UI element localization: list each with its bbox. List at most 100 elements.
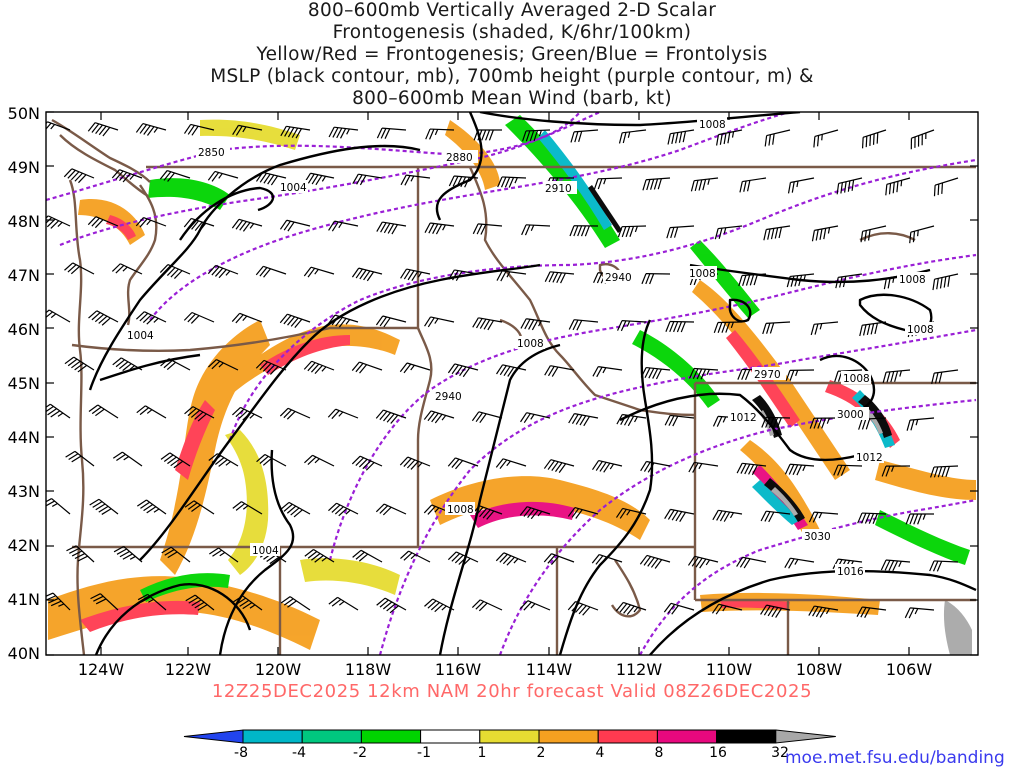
lat-label-41n: 41N bbox=[7, 590, 40, 609]
wind-barb bbox=[930, 465, 959, 478]
wind-barb bbox=[183, 311, 215, 324]
height-label-2910: 2910 bbox=[545, 183, 572, 195]
height-label-2850: 2850 bbox=[198, 147, 225, 159]
wind-barb bbox=[615, 601, 647, 615]
wind-barb bbox=[447, 457, 479, 470]
wind-barb bbox=[303, 360, 335, 375]
wind-barb bbox=[640, 460, 671, 473]
wind-barb bbox=[208, 453, 239, 467]
wind-barb bbox=[567, 506, 599, 519]
height-label-3000: 3000 bbox=[837, 409, 864, 421]
colorbar-swatch bbox=[538, 729, 599, 744]
mslp-contour-central bbox=[139, 263, 541, 561]
mslp-label-1004-west: 1004 bbox=[127, 330, 154, 342]
wind-barb bbox=[784, 557, 815, 569]
wind-barb bbox=[376, 221, 407, 235]
lat-label-48n: 48N bbox=[7, 212, 40, 231]
frontolysis-band-corner bbox=[943, 600, 972, 655]
wind-barb bbox=[714, 225, 743, 240]
wind-barb bbox=[328, 126, 359, 139]
wind-barb bbox=[207, 359, 239, 371]
wind-barb bbox=[472, 223, 503, 235]
wind-barb bbox=[280, 501, 311, 518]
wind-barb bbox=[351, 267, 383, 282]
wind-barb bbox=[617, 320, 647, 332]
wind-barb bbox=[328, 596, 359, 611]
puget-sound bbox=[126, 184, 158, 326]
wind-barb bbox=[328, 220, 359, 232]
wind-barb bbox=[160, 358, 191, 371]
colorbar-label-6: 4 bbox=[595, 745, 605, 761]
mslp-label-1008-south: 1008 bbox=[447, 504, 474, 516]
wind-barb bbox=[666, 225, 695, 239]
lat-label-43n: 43N bbox=[7, 482, 40, 501]
wind-barb bbox=[813, 129, 839, 148]
wind-barb bbox=[425, 128, 455, 140]
height-labels: 2850 2880 2910 2940 2940 2970 3000 3030 bbox=[196, 145, 869, 543]
wind-barb bbox=[304, 172, 335, 186]
contour-labels: 2850 2880 2910 2940 2940 2970 3000 3030 … bbox=[125, 117, 935, 578]
lon-label-120w: 120W bbox=[254, 660, 302, 679]
wind-barb bbox=[736, 462, 767, 476]
frontogenesis-band-colorado-core bbox=[720, 599, 790, 610]
wind-barb bbox=[400, 174, 431, 186]
wind-barb bbox=[135, 122, 167, 136]
wind-barb bbox=[521, 129, 551, 142]
wind-barb bbox=[859, 321, 887, 337]
lat-label-40n: 40N bbox=[7, 644, 40, 663]
wind-barb bbox=[46, 215, 71, 229]
frontolysis-band-northwest bbox=[148, 178, 230, 210]
wind-barb bbox=[880, 559, 911, 572]
frontogenesis-band-west-core bbox=[175, 400, 215, 480]
wind-barb bbox=[690, 177, 719, 192]
wind-barb bbox=[183, 217, 215, 233]
wind-barb bbox=[905, 513, 934, 525]
lat-label-44n: 44N bbox=[7, 428, 40, 447]
height-label-2970: 2970 bbox=[754, 369, 781, 381]
frontogenesis-band-south-washington bbox=[225, 430, 269, 575]
wind-barb bbox=[567, 601, 599, 616]
wind-barb bbox=[739, 177, 767, 193]
frontogenesis-northwest-core bbox=[106, 215, 136, 240]
wind-barb bbox=[472, 317, 503, 331]
wind-barb bbox=[932, 273, 959, 291]
wind-barb bbox=[931, 369, 959, 384]
wind-barb bbox=[568, 319, 599, 331]
mslp-label-1004-nw: 1004 bbox=[280, 182, 307, 194]
wind-barb bbox=[640, 366, 671, 380]
wind-barb bbox=[256, 453, 287, 467]
wind-barb bbox=[424, 598, 455, 613]
wind-barb bbox=[784, 463, 815, 476]
wind-barb bbox=[423, 410, 455, 424]
political-borders bbox=[51, 118, 976, 655]
frontogenesis-band-southwest bbox=[48, 576, 320, 650]
lon-label-112w: 112W bbox=[615, 660, 663, 679]
wind-barb bbox=[135, 217, 167, 228]
wind-barb bbox=[160, 452, 191, 469]
credit-link[interactable]: moe.met.fsu.edu/banding bbox=[785, 748, 1005, 768]
wind-barb bbox=[231, 312, 263, 324]
wind-barb bbox=[835, 273, 863, 289]
wind-barb bbox=[255, 359, 287, 375]
wind-barb bbox=[473, 129, 502, 141]
colorbar-swatch bbox=[656, 729, 718, 744]
height-contour-2940 bbox=[228, 158, 977, 441]
lon-label-114w: 114W bbox=[525, 660, 573, 679]
lon-label-118w: 118W bbox=[344, 660, 392, 679]
wind-barb bbox=[111, 263, 143, 275]
lon-label-106w: 106W bbox=[885, 660, 933, 679]
height-contour-2910 bbox=[149, 112, 791, 321]
wind-barb bbox=[786, 273, 815, 288]
colorbar-label-8: 16 bbox=[709, 745, 727, 761]
wind-barb bbox=[327, 314, 359, 328]
lat-label-45n: 45N bbox=[7, 374, 40, 393]
colorbar-swatch bbox=[301, 729, 362, 744]
mslp-contours bbox=[88, 112, 977, 655]
colorbar-label-7: 8 bbox=[654, 745, 664, 761]
wind-barb bbox=[375, 503, 407, 516]
wind-barb bbox=[351, 455, 383, 471]
wind-barb bbox=[255, 265, 287, 278]
wind-barb bbox=[327, 408, 359, 420]
canada-coast bbox=[59, 134, 149, 198]
wind-barb bbox=[232, 406, 263, 421]
